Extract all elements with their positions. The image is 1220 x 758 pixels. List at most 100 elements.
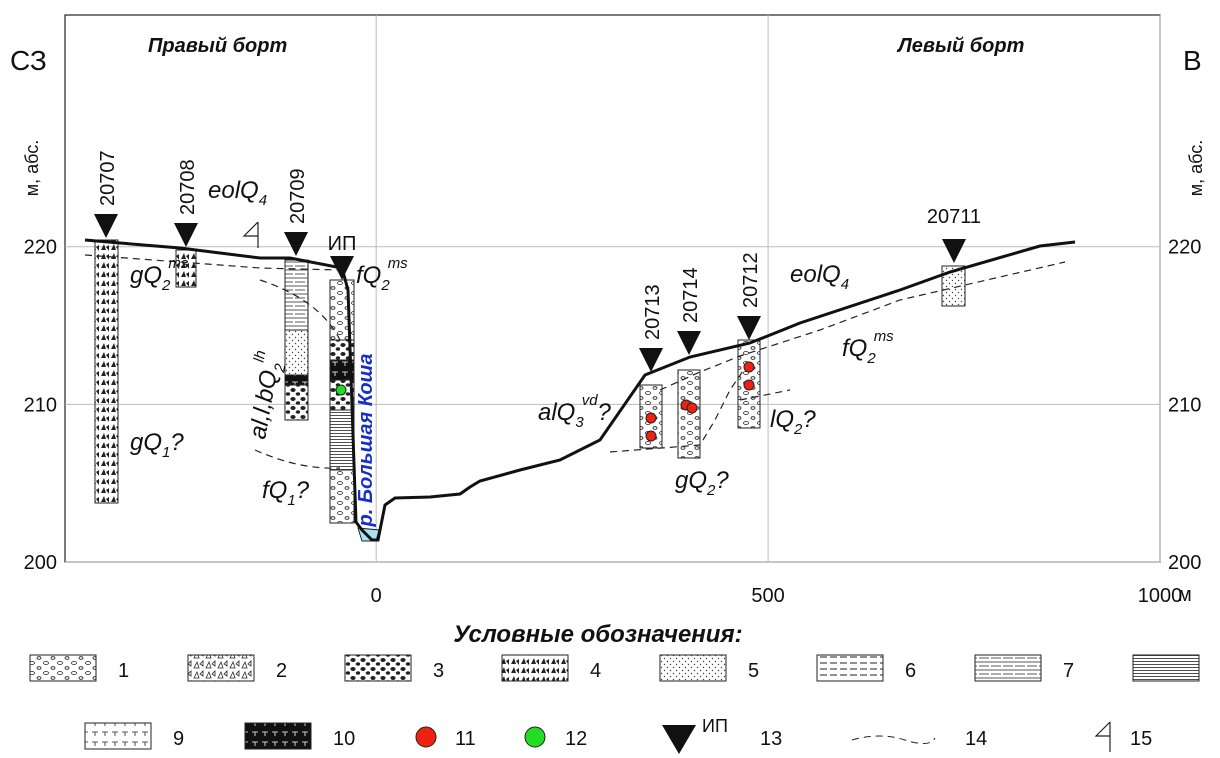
index-main: fQ (262, 477, 287, 504)
y-tick-label: 200 (24, 552, 57, 574)
legend-swatch (660, 655, 726, 681)
geologic-index: alQ3vd? (538, 392, 612, 431)
index-main: eolQ (208, 177, 259, 204)
index-sup: ms (874, 328, 894, 345)
sample-point (744, 362, 754, 372)
borehole-marker (737, 316, 761, 340)
y-tick-label: 220 (1168, 237, 1201, 259)
geologic-index: fQ2ms (356, 255, 408, 294)
boundary-line (255, 450, 340, 468)
side-label: Левый борт (896, 35, 1024, 57)
legend-item-label: 1 (118, 660, 129, 682)
borehole-label: 20712 (740, 252, 762, 308)
sample-point (336, 385, 346, 395)
x-tick-label: 1000 (1138, 585, 1183, 607)
legend-swatch (30, 655, 96, 681)
legend-swatch (1133, 655, 1199, 681)
geologic-index: al,l,bQ2lh (237, 349, 291, 442)
index-sub: 2 (161, 277, 171, 294)
index-main: gQ (130, 429, 162, 456)
index-sup: lh (251, 349, 270, 363)
borehole-label: 20707 (97, 150, 119, 206)
legend-swatch (662, 725, 696, 754)
legend-swatch (817, 655, 883, 681)
legend-item-label: 2 (276, 660, 287, 682)
legend-swatch (85, 723, 151, 749)
legend-item-label: 4 (590, 660, 601, 682)
legend-ip: ИП (702, 716, 728, 736)
legend-swatch (852, 736, 935, 744)
index-sub: 2 (866, 350, 876, 367)
borehole-column (330, 470, 354, 523)
legend-item-label: 6 (905, 660, 916, 682)
borehole-label: 20708 (177, 159, 199, 215)
borehole-column (285, 375, 308, 385)
index-sup: vd (582, 392, 599, 409)
geologic-section: 20020021021022022005001000 СЗ В Правый б… (0, 0, 1220, 758)
borehole-column (285, 260, 308, 330)
borehole-marker (677, 331, 701, 355)
geologic-index: fQ2 ms (842, 328, 894, 367)
index-main: gQ (675, 467, 707, 494)
legend-swatch (188, 655, 254, 681)
borehole-marker (94, 214, 118, 238)
borehole-label: 20709 (287, 168, 309, 224)
legend-swatch (1096, 722, 1110, 752)
legend-item-label: 15 (1130, 728, 1152, 750)
index-suffix: ? (715, 467, 729, 494)
index-main: alQ (538, 399, 575, 426)
index-sup: ms (168, 255, 188, 272)
direction-left: СЗ (10, 45, 47, 76)
ip-label: ИП (328, 233, 357, 255)
legend-swatch (525, 727, 545, 747)
borehole-label: 20713 (642, 284, 664, 340)
frame (65, 15, 1160, 562)
borehole-column (285, 385, 308, 420)
side-label: Правый борт (148, 35, 287, 57)
sample-point (687, 403, 697, 413)
borehole-column (330, 410, 354, 470)
borehole-column (95, 240, 118, 503)
geologic-index: fQ1? (262, 477, 310, 509)
index-sup: ms (388, 255, 408, 272)
index-sub: 1 (287, 492, 295, 509)
y-tick-label: 210 (24, 394, 57, 416)
legend-item-label: 11 (455, 728, 476, 750)
y-tick-label: 210 (1168, 394, 1201, 416)
borehole-marker (942, 239, 966, 263)
index-sub: 4 (841, 276, 849, 293)
index-suffix: ? (802, 406, 816, 433)
legend-item-label: 9 (173, 728, 184, 750)
legend-item-label: 3 (433, 660, 444, 682)
legend-item-label: 12 (565, 728, 587, 750)
sample-point (646, 413, 656, 423)
index-sub: 1 (162, 444, 170, 461)
index-main: fQ (842, 335, 867, 362)
borehole-marker (174, 223, 198, 247)
index-suffix: ? (296, 477, 310, 504)
direction-right: В (1183, 45, 1202, 76)
index-main: al,l,bQ (244, 368, 283, 441)
geologic-index: eolQ4 (790, 261, 849, 293)
index-sub: 3 (575, 414, 584, 431)
boundary-line (660, 262, 1065, 390)
borehole-marker (284, 232, 308, 256)
index-main: eolQ (790, 261, 841, 288)
legend-swatch (975, 655, 1041, 681)
legend-swatch (502, 655, 568, 681)
y-axis-label: м, абс. (22, 140, 42, 197)
y-tick-label: 220 (24, 237, 57, 259)
y-axis-label: м, абс. (1186, 140, 1206, 197)
index-main: lQ (770, 406, 794, 433)
index-main: fQ (356, 262, 381, 289)
borehole-label: 20714 (680, 267, 702, 323)
geologic-index: gQ1? (130, 429, 184, 461)
legend-item-label: 10 (333, 728, 355, 750)
legend-swatch (245, 723, 311, 749)
borehole-marker (330, 256, 354, 280)
sample-point (646, 431, 656, 441)
legend-item-label: 5 (748, 660, 759, 682)
legend-title: Условные обозначения: (453, 621, 742, 648)
